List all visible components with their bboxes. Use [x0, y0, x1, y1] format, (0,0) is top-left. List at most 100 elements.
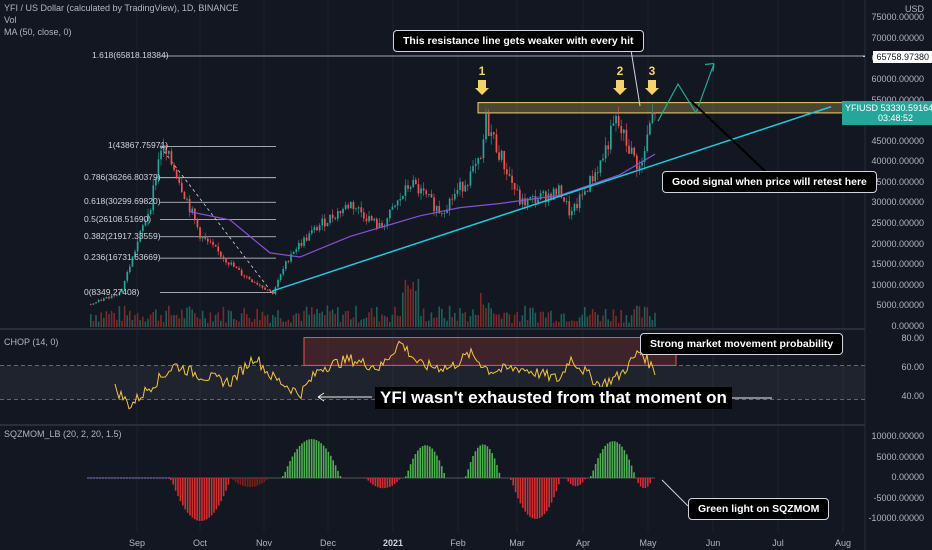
volume-bar	[589, 314, 591, 327]
sqz-bar	[555, 478, 558, 492]
volume-bar	[350, 319, 352, 327]
sqz-bar	[242, 478, 244, 486]
ma-legend[interactable]: MA (50, close, 0)	[4, 27, 72, 37]
candle-body	[508, 174, 511, 176]
sqz-bar	[407, 470, 409, 478]
candle-body	[493, 132, 495, 135]
volume-bar	[305, 306, 308, 327]
volume-bar	[404, 279, 407, 327]
candle-body	[170, 151, 173, 165]
sqz-dot	[123, 477, 125, 479]
candle-body	[95, 302, 97, 304]
candle-body	[482, 139, 485, 159]
volume-bar	[186, 307, 188, 327]
arrow-retest	[689, 99, 767, 173]
sqz-bar	[174, 478, 177, 491]
volume-bar	[313, 314, 316, 327]
candle-body	[381, 222, 383, 228]
volume-bar	[337, 307, 339, 327]
volume-bar	[204, 318, 206, 327]
volume-bar	[459, 308, 461, 327]
volume-bar	[220, 320, 222, 327]
candle-body	[344, 204, 347, 209]
trendline[interactable]	[271, 62, 832, 292]
sqz-bar	[191, 478, 194, 518]
volume-bar	[110, 310, 113, 327]
volume-bar	[339, 322, 342, 327]
candle-body	[643, 151, 646, 163]
volume-bar	[394, 306, 396, 327]
volume-bar	[290, 322, 292, 327]
sqz-bar	[526, 478, 529, 515]
currency-label: USD	[904, 4, 924, 14]
fib-label-3: 0.618(30299.69820)	[84, 196, 161, 207]
candle-body	[409, 187, 412, 189]
candle-body	[269, 289, 272, 291]
candle-body	[365, 218, 368, 222]
candle-body	[204, 236, 207, 239]
candle-body	[121, 289, 123, 293]
volume-bar	[342, 314, 344, 327]
candle-body	[378, 222, 381, 229]
candle-body	[607, 145, 610, 150]
candle-body	[152, 185, 155, 211]
sqz-dot	[102, 477, 104, 479]
candle-body	[480, 158, 482, 159]
candle-body	[305, 237, 308, 241]
volume-bar	[157, 320, 160, 327]
candle-body	[266, 289, 269, 291]
volume-bar	[487, 302, 490, 327]
resistance-zone[interactable]	[475, 55, 865, 114]
symbol-title[interactable]: YFI / US Dollar (calculated by TradingVi…	[4, 3, 239, 13]
candle-body	[519, 189, 521, 205]
volume-bar	[412, 281, 414, 327]
candle-body	[394, 205, 396, 207]
candle-body	[537, 199, 539, 203]
sqz-bar	[405, 476, 407, 478]
candle-body	[532, 196, 534, 198]
chop-legend[interactable]: CHOP (14, 0)	[4, 337, 59, 347]
volume-bar	[389, 321, 391, 327]
symbol-ticker: YFIUSD	[845, 103, 879, 113]
volume-bar	[490, 308, 492, 327]
candle-body	[279, 274, 282, 280]
candle-body	[415, 179, 417, 185]
sqz-bar	[208, 478, 210, 518]
candle-body	[324, 218, 326, 227]
ma-polyline	[189, 153, 656, 258]
candle-body	[628, 145, 630, 154]
candle-body	[253, 282, 256, 283]
chop-highlight	[303, 337, 677, 366]
sqz-bar	[616, 442, 618, 478]
volume-bar	[485, 308, 487, 327]
volume-bar	[256, 308, 258, 327]
arrow-sqz	[661, 479, 689, 507]
sqz-bar	[541, 478, 543, 517]
sqz-bar	[201, 478, 203, 521]
candle-body	[282, 268, 285, 275]
sqz-bar	[298, 445, 301, 478]
candle-body	[186, 198, 188, 200]
sqz-bar	[491, 453, 493, 478]
sqz-bar	[365, 478, 367, 479]
candle-body	[199, 227, 201, 239]
sqz-dot	[147, 477, 149, 479]
sqz-bar	[234, 478, 237, 482]
sqz-bar	[651, 478, 654, 479]
volume-bar	[363, 318, 365, 327]
candle-body	[399, 199, 402, 201]
chop-line	[114, 340, 656, 410]
candle-body	[443, 213, 446, 214]
candle-body	[472, 166, 474, 172]
volume-legend[interactable]: Vol	[4, 15, 17, 25]
sqz-bar	[332, 460, 334, 478]
fib-retracement[interactable]	[159, 55, 865, 294]
volume-bar	[537, 322, 539, 327]
volume-bar	[316, 308, 318, 327]
volume-bar	[422, 308, 425, 327]
volume-bar	[396, 315, 399, 327]
candle-body	[586, 191, 589, 193]
candle-body	[425, 190, 428, 195]
sqzmom-legend[interactable]: SQZMOM_LB (20, 2, 20, 1.5)	[4, 429, 122, 439]
